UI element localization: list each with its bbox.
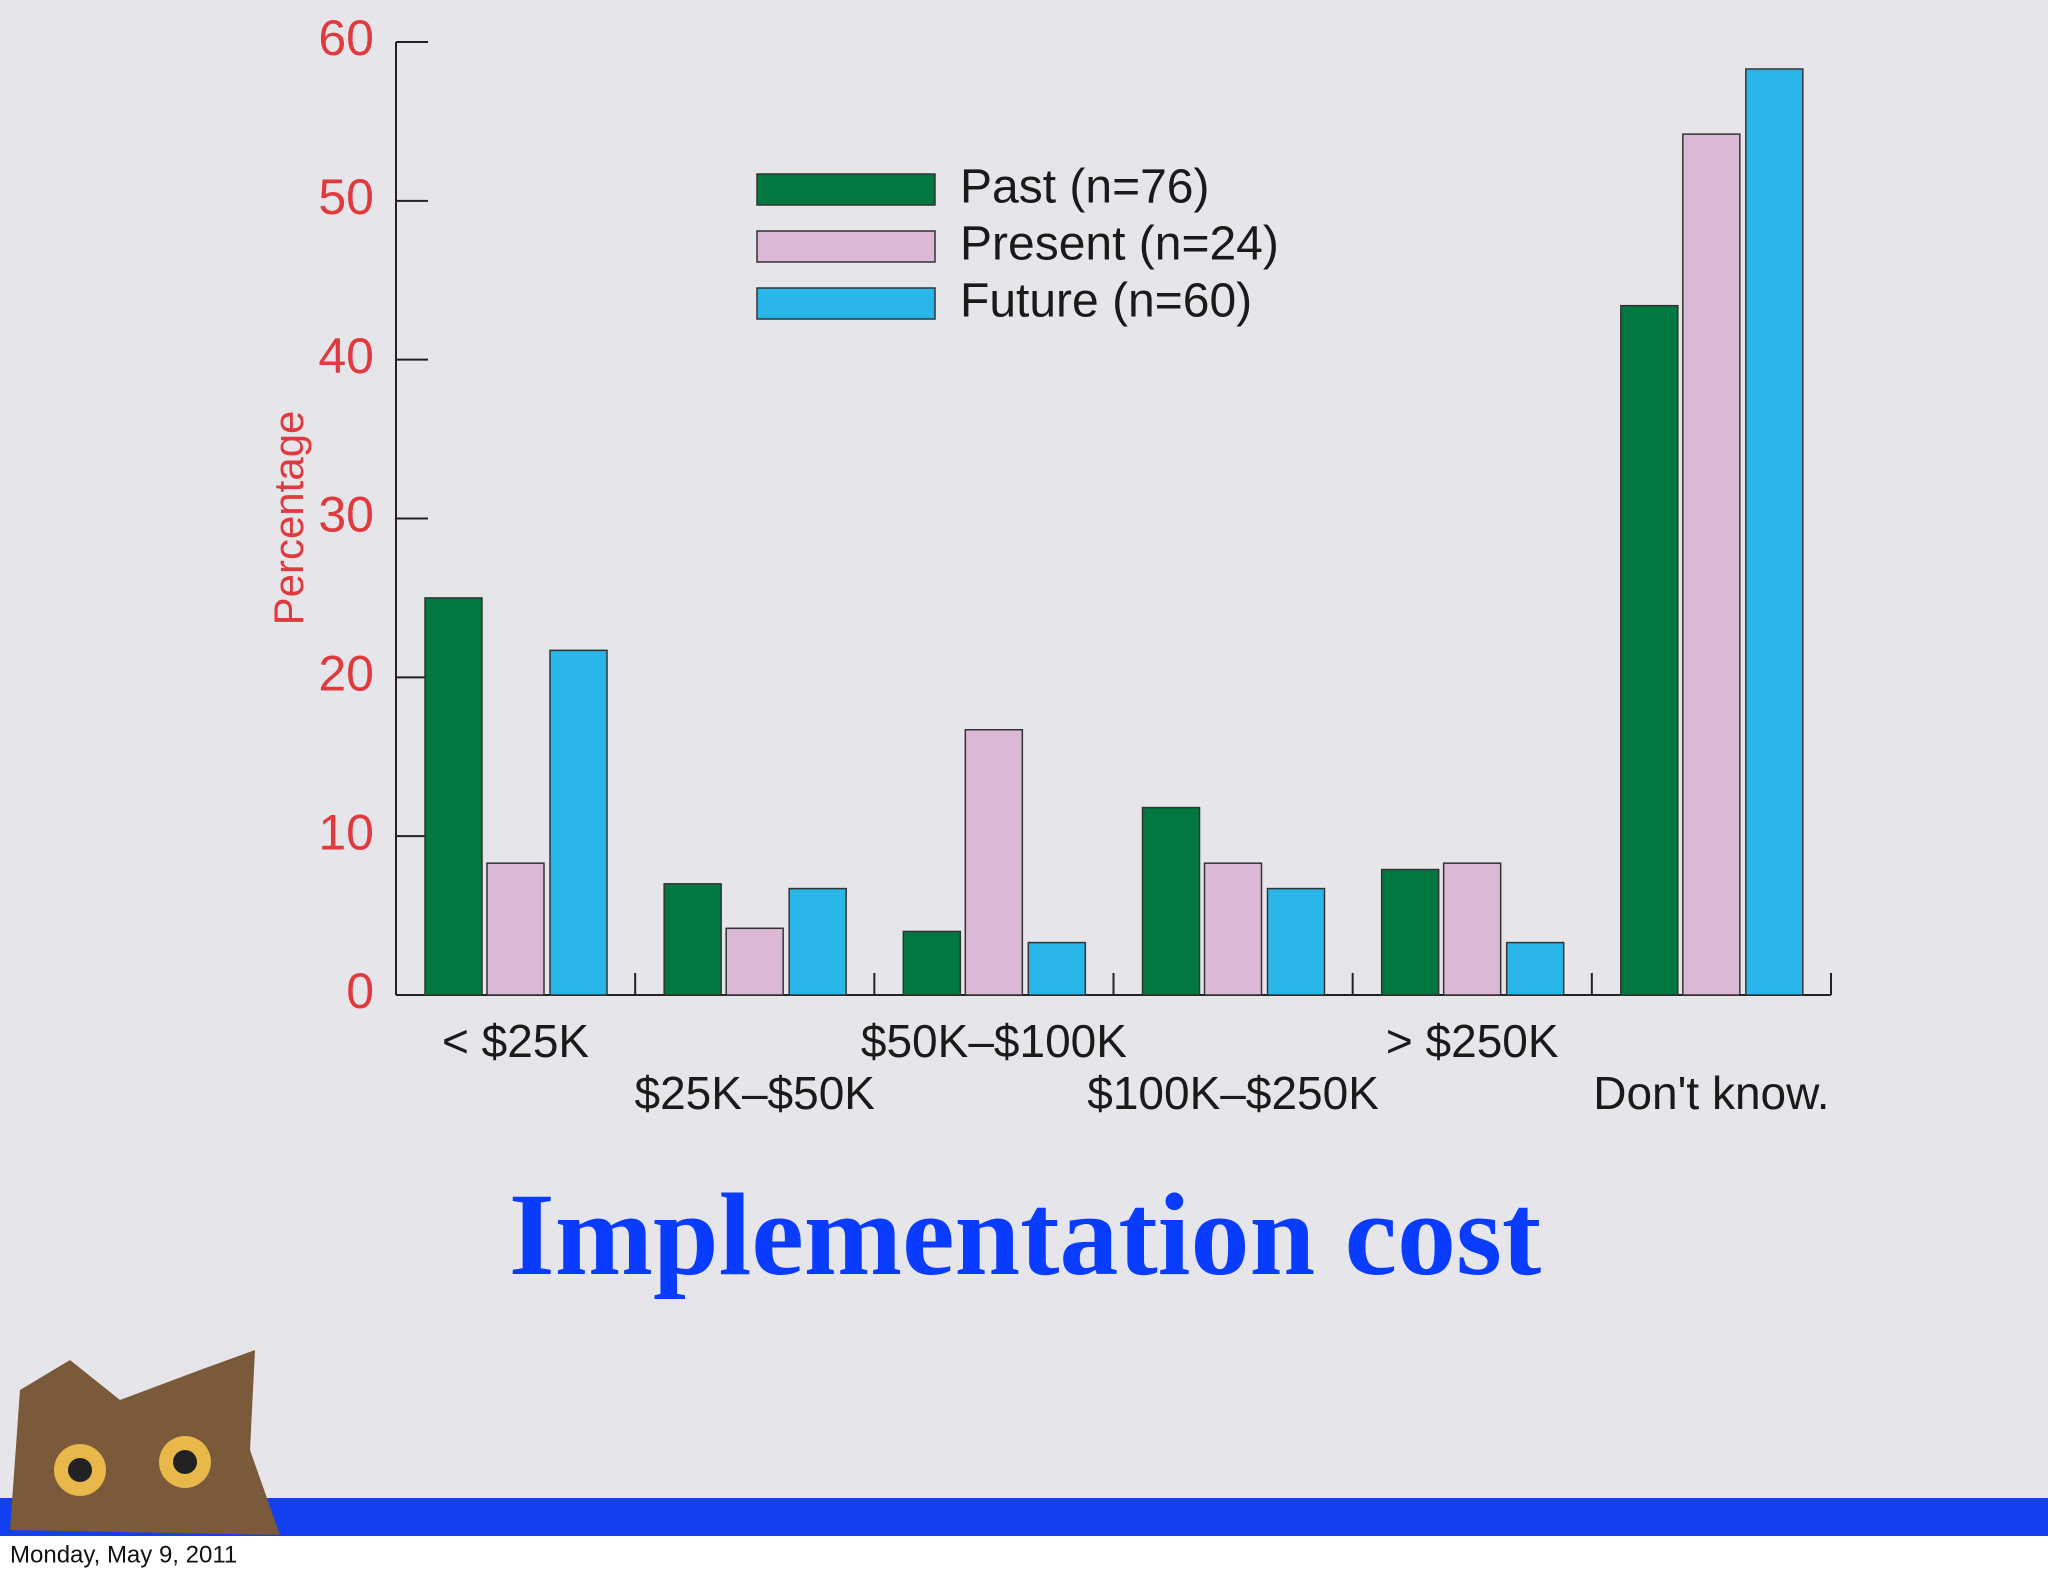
y-tick-label: 60 xyxy=(318,10,374,66)
legend-label: Past (n=76) xyxy=(960,161,1209,214)
bar xyxy=(1141,806,1201,996)
footer-band xyxy=(0,1498,2048,1536)
y-tick-label: 40 xyxy=(318,328,374,384)
bar xyxy=(788,887,847,996)
bar xyxy=(1203,862,1263,996)
legend-label: Future (n=60) xyxy=(960,275,1252,328)
bar xyxy=(725,927,784,996)
x-tick-label: Don't know. xyxy=(1593,1067,1829,1119)
footer-strip xyxy=(0,1536,2048,1576)
bar xyxy=(1620,304,1679,996)
x-tick-label: $25K–$50K xyxy=(635,1067,876,1119)
bar xyxy=(486,862,545,996)
bar xyxy=(1266,887,1326,996)
bar xyxy=(1442,862,1502,996)
legend-swatch xyxy=(756,287,936,320)
x-tick-label: > $250K xyxy=(1386,1015,1559,1067)
x-tick-label: $100K–$250K xyxy=(1087,1067,1379,1119)
y-tick-label: 30 xyxy=(318,487,374,543)
bar xyxy=(902,930,962,996)
bar xyxy=(424,597,483,996)
bar xyxy=(549,649,608,996)
bar xyxy=(1682,133,1741,996)
bar xyxy=(1380,868,1440,996)
bar xyxy=(964,728,1024,996)
bar xyxy=(1745,68,1804,996)
owl xyxy=(10,1350,280,1535)
bar xyxy=(663,883,722,996)
legend-label: Present (n=24) xyxy=(960,218,1279,271)
x-tick-label: $50K–$100K xyxy=(861,1015,1127,1067)
slide-title: Implementation cost xyxy=(509,1169,1541,1300)
bar xyxy=(1027,941,1087,996)
legend-swatch xyxy=(756,173,936,206)
y-axis-label: Percentage xyxy=(265,411,312,626)
y-tick-label: 50 xyxy=(318,169,374,225)
y-tick-label: 10 xyxy=(318,804,374,860)
legend-swatch xyxy=(756,230,936,263)
x-tick-label: < $25K xyxy=(442,1015,589,1067)
bar xyxy=(1505,941,1565,996)
footer-date: Monday, May 9, 2011 xyxy=(10,1541,237,1568)
y-tick-label: 20 xyxy=(318,646,374,702)
y-tick-label: 0 xyxy=(346,963,374,1019)
